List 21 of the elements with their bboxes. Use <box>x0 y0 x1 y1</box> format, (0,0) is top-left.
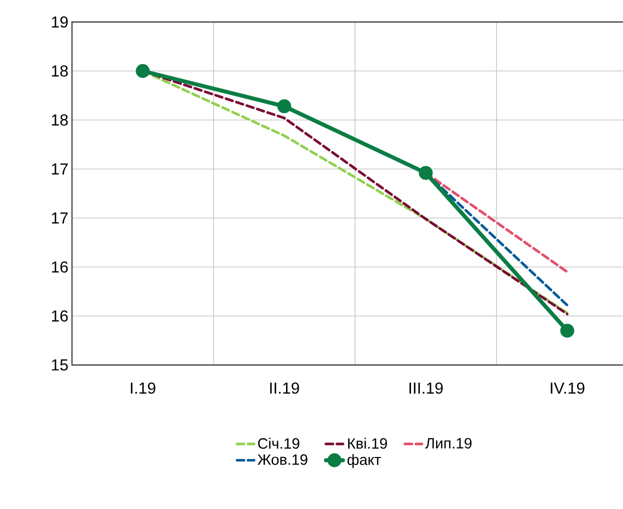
point <box>136 64 150 78</box>
x-tick-label: IV.19 <box>550 382 584 394</box>
x-tick-label: II.19 <box>270 382 300 394</box>
legend-label: Жов.19 <box>258 454 308 465</box>
point <box>418 166 433 180</box>
legend-label: Лип.19 <box>425 438 472 449</box>
y-tick-label: 18 <box>52 114 68 126</box>
y-tick-label: 17 <box>52 164 68 174</box>
legend-label: Січ.19 <box>258 438 300 449</box>
y-tick-label: 15 <box>52 359 68 371</box>
y-tick-label: 18 <box>52 65 68 77</box>
legend-label: Кві.19 <box>348 438 387 449</box>
legend-label: факт <box>348 454 381 468</box>
point <box>277 99 292 114</box>
x-tick-label: III.19 <box>410 382 443 394</box>
y-tick-label: 19 <box>52 16 68 28</box>
point <box>560 324 574 338</box>
y-tick-label: 16 <box>52 310 68 322</box>
x-tick-label: I.19 <box>130 382 156 394</box>
y-tick-label: 16 <box>52 261 68 273</box>
y-tick-label: 17 <box>52 212 68 224</box>
